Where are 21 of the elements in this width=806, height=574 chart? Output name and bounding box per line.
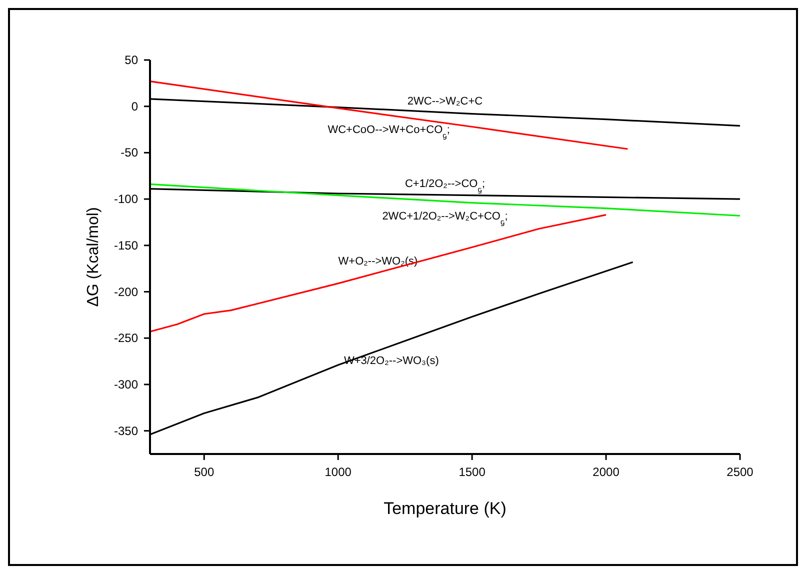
- y-axis-title: ΔG (Kcal/mol): [85, 207, 102, 307]
- series-label: C+1/2O₂-->CO$_{g}$;: [404, 178, 486, 194]
- y-tick-label: -300: [114, 377, 138, 392]
- y-tick-label: 50: [124, 53, 138, 67]
- series-label: WC+CoO-->W+Co+CO$_{g}$;: [328, 124, 450, 140]
- x-tick-label: 2500: [726, 465, 754, 479]
- y-tick-label: -100: [114, 192, 138, 206]
- line-series: [149, 80, 629, 150]
- y-tick-label: -50: [120, 146, 138, 160]
- y-tick-label: -350: [114, 424, 138, 438]
- y-tick-label: -200: [114, 284, 138, 299]
- x-tick-label: 2000: [592, 465, 620, 479]
- x-tick-label: 1500: [458, 465, 486, 479]
- y-tick-label: -150: [114, 238, 138, 252]
- x-tick-label: 500: [194, 465, 214, 479]
- y-tick-label: 0: [131, 99, 138, 114]
- series-label: 2WC-->W₂C+C: [407, 95, 483, 108]
- x-axis-title: Temperature (K): [384, 499, 506, 518]
- y-tick-label: -250: [114, 331, 138, 346]
- x-tick-label: 1000: [324, 465, 352, 479]
- series-label: W+O₂-->WO₂(s): [338, 256, 418, 268]
